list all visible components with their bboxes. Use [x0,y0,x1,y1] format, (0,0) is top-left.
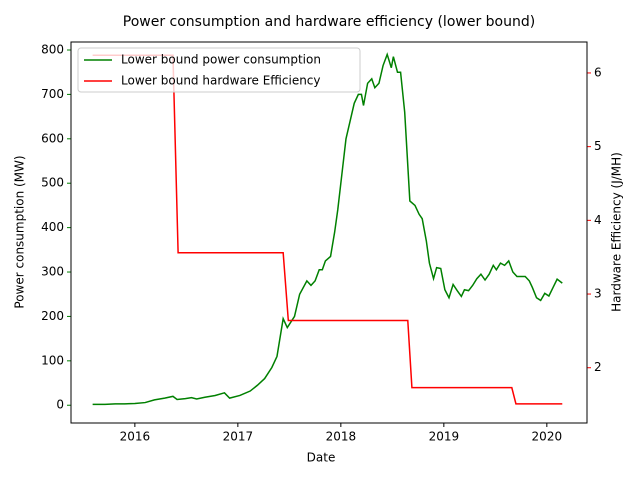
x-tick-label: 2020 [532,430,563,444]
x-tick-label: 2019 [429,430,460,444]
y2-tick-label: 4 [594,213,602,227]
legend-box [77,47,361,93]
x-tick-label: 2018 [326,430,357,444]
y-tick-label: 200 [41,309,64,323]
y2-tick-label: 2 [594,360,602,374]
y-tick-label: 700 [41,87,64,101]
y2-axis-label: Hardware Efficiency (J/MH) [610,152,624,312]
y-tick-label: 300 [41,265,64,279]
chart-title: Power consumption and hardware efficienc… [123,14,535,30]
y-axis-label: Power consumption (MW) [13,155,27,308]
y2-tick-label: 3 [594,287,602,301]
y-tick-label: 600 [41,131,64,145]
x-tick-label: 2016 [120,430,151,444]
y-tick-label: 100 [41,353,64,367]
y-tick-label: 800 [41,42,64,56]
y2-tick-label: 5 [594,139,602,153]
x-tick-label: 2017 [223,430,254,444]
y-tick-label: 0 [56,398,64,412]
y-tick-label: 500 [41,176,64,190]
axes-frame [70,41,588,424]
series-line [92,54,563,405]
y-tick-label: 400 [41,220,64,234]
legend-label: Lower bound hardware Efficiency [121,74,321,88]
legend-label: Lower bound power consumption [121,53,321,67]
y2-tick-label: 6 [594,65,602,79]
series-line [92,52,563,406]
x-axis-label: Date [307,451,336,465]
